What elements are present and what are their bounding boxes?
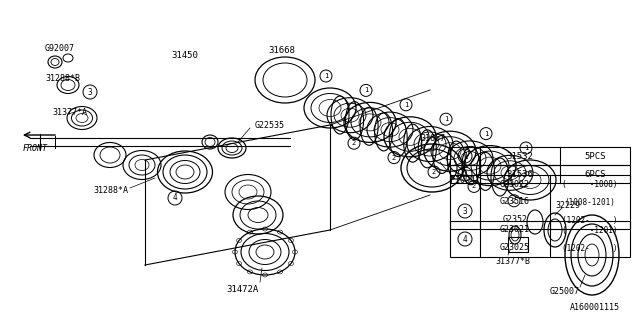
Text: 2: 2 (463, 170, 467, 179)
Text: 31532: 31532 (507, 151, 533, 161)
Text: G23516: G23516 (500, 197, 530, 206)
Text: 31288*B: 31288*B (45, 74, 80, 83)
Text: 1: 1 (484, 131, 488, 137)
Text: 5PCS: 5PCS (584, 151, 605, 161)
Text: A160001115: A160001115 (570, 303, 620, 312)
Text: 32229: 32229 (555, 201, 580, 210)
Text: G23022: G23022 (500, 180, 530, 188)
Text: (     -1008): ( -1008) (563, 180, 618, 188)
Text: 2: 2 (352, 140, 356, 146)
Text: 2: 2 (472, 183, 476, 189)
Text: 31377*B: 31377*B (495, 258, 530, 267)
Text: G25007: G25007 (550, 287, 580, 297)
Text: 1: 1 (524, 145, 528, 151)
Text: 4: 4 (173, 194, 177, 203)
Text: F10041: F10041 (450, 175, 480, 185)
Text: 3: 3 (463, 206, 467, 215)
Text: G2352: G2352 (502, 215, 527, 225)
Text: (1008-1201): (1008-1201) (564, 197, 616, 206)
Text: G92007: G92007 (45, 44, 75, 52)
Bar (450, 175, 630, 229)
Text: 31472A: 31472A (226, 285, 258, 294)
Text: 2: 2 (512, 198, 516, 204)
Bar (508, 237, 528, 252)
Text: 1: 1 (324, 73, 328, 79)
Text: 6PCS: 6PCS (584, 170, 605, 179)
Text: FRONT: FRONT (22, 143, 47, 153)
Text: G23025: G23025 (500, 244, 530, 252)
Bar (450, 147, 630, 165)
Text: 3: 3 (88, 87, 92, 97)
Text: (     -1201): ( -1201) (563, 226, 618, 235)
Text: G22535: G22535 (255, 121, 285, 130)
Text: (1202-     ): (1202- ) (563, 215, 618, 225)
Text: 31668: 31668 (269, 45, 296, 54)
Text: 2: 2 (432, 169, 436, 175)
Text: 31536: 31536 (507, 170, 533, 179)
Text: 31377*A: 31377*A (52, 108, 87, 116)
Text: 31450: 31450 (172, 51, 198, 60)
Text: 2: 2 (392, 155, 396, 161)
Text: G23021: G23021 (500, 226, 530, 235)
Text: 1: 1 (364, 87, 368, 93)
Text: (1202-     ): (1202- ) (563, 244, 618, 252)
Bar (450, 165, 630, 183)
Text: 1: 1 (404, 102, 408, 108)
Bar (450, 221, 630, 257)
Text: 31667: 31667 (420, 133, 445, 142)
Text: 1: 1 (463, 151, 467, 161)
Text: 31288*A: 31288*A (93, 186, 128, 195)
Text: 4: 4 (463, 235, 467, 244)
Text: 1: 1 (444, 116, 448, 122)
